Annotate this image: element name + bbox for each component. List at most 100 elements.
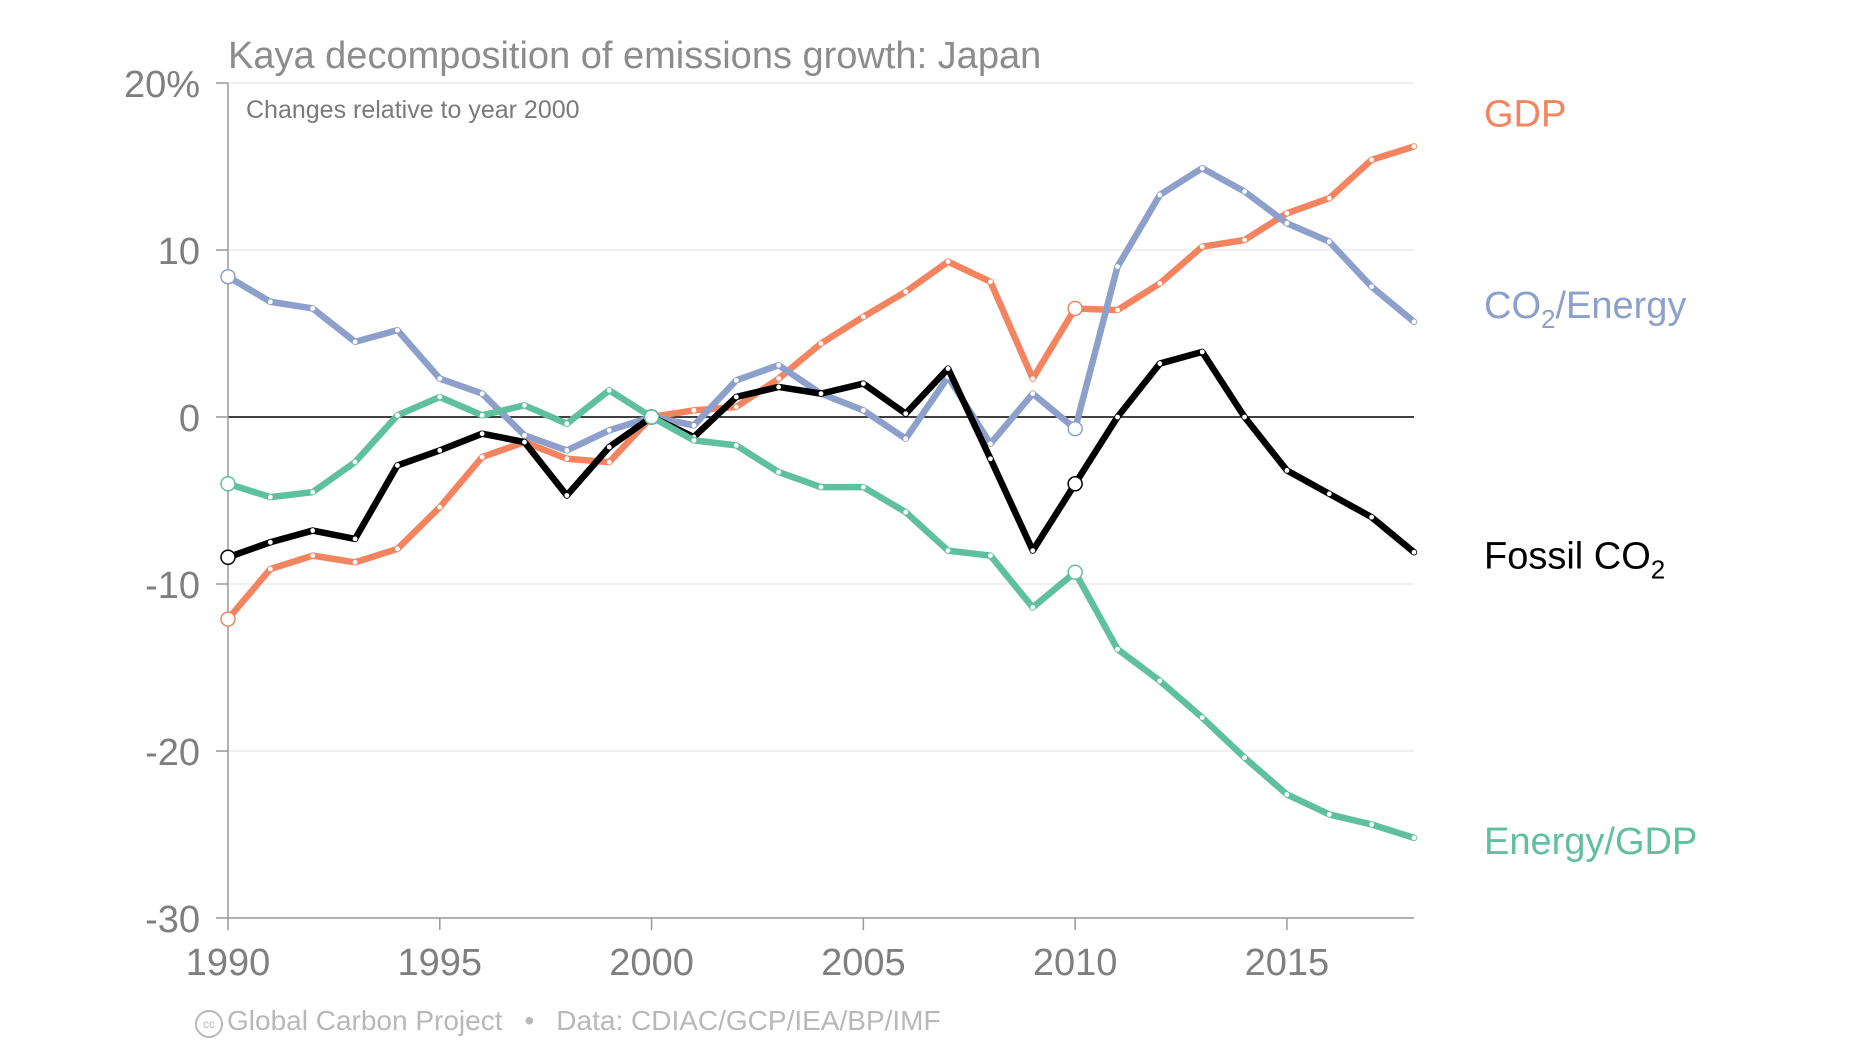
y-tick-label: -20 [145,732,200,774]
data-point-fossil-co2 [1411,549,1417,555]
data-point-fossil-co2 [395,463,400,468]
data-point-energy-gdp [395,412,400,418]
data-point-gdp [733,404,739,410]
data-point-energy-gdp [860,484,866,490]
series-gdp [220,143,1418,627]
data-point-fossil-co2 [733,394,739,400]
series-label-fossil-co2: Fossil CO2 [1484,535,1665,584]
series-label-energy-gdp: Energy/GDP [1484,821,1697,863]
series-label-co2-energy: CO2/Energy [1484,285,1686,334]
data-point-co2-energy [1157,192,1163,198]
series-fossil-co2 [220,348,1418,566]
data-point-fossil-co2 [1284,468,1290,473]
data-point-gdp [945,259,951,265]
series-label-sub: 2 [1541,304,1555,334]
data-point-energy-gdp [1369,822,1375,827]
x-tick-label: 2015 [1245,942,1330,984]
x-tick-label: 1990 [186,942,271,984]
data-point-fossil-co2 [267,539,273,545]
y-tick-label: -10 [145,565,200,607]
data-point-energy-gdp [988,553,993,559]
data-point-energy-gdp [352,459,358,465]
data-point-energy-gdp [1067,564,1083,581]
data-point-energy-gdp [220,476,236,492]
data-point-gdp [310,553,316,559]
data-point-co2-energy [1030,391,1036,397]
series-label-sub: 2 [1651,554,1665,584]
x-tick-label: 2005 [821,942,906,984]
data-point-energy-gdp [1411,835,1417,841]
chart-subtitle: Changes relative to year 2000 [246,96,580,124]
data-point-gdp [395,546,400,552]
data-point-gdp [1067,300,1083,317]
data-point-gdp [606,459,612,465]
data-point-co2-energy [479,391,485,397]
data-point-energy-gdp [903,509,909,515]
data-point-co2-energy [691,422,697,428]
data-point-energy-gdp [945,548,951,553]
data-point-co2-energy [352,339,358,345]
data-point-fossil-co2 [220,549,236,566]
data-point-energy-gdp [776,469,782,475]
data-point-co2-energy [1284,220,1290,226]
data-point-fossil-co2 [988,456,993,462]
series-label-main: Energy/GDP [1484,821,1697,863]
data-point-gdp [1199,244,1205,250]
data-point-gdp [220,611,236,627]
data-point-co2-energy [1067,420,1083,437]
data-point-co2-energy [903,436,909,442]
data-point-co2-energy [776,362,782,368]
data-point-gdp [352,559,358,565]
data-point-co2-energy [395,327,400,333]
data-point-gdp [1030,376,1036,381]
data-point-gdp [903,289,909,295]
data-point-fossil-co2 [437,448,443,453]
data-point-gdp [1369,157,1375,163]
data-point-co2-energy [310,306,316,311]
grid-layer [228,82,1414,919]
y-tick-label: 10 [158,231,200,273]
data-point-fossil-co2 [1067,476,1083,492]
data-point-energy-gdp [310,489,316,495]
x-tick-label: 2000 [609,942,694,984]
data-point-gdp [1411,144,1417,149]
series-label-after: /Energy [1555,285,1686,327]
y-tick-label: 20% [124,64,200,106]
x-tick-label: 1995 [398,942,483,984]
data-point-gdp [564,456,570,462]
data-point-energy-gdp [1199,715,1205,720]
data-point-fossil-co2 [860,381,866,386]
data-point-co2-energy [1369,284,1375,290]
data-point-co2-energy [733,377,739,383]
series-label-main: Fossil CO [1484,535,1651,577]
data-point-fossil-co2 [606,444,612,450]
data-point-gdp [1284,210,1290,216]
series-line-fossil-co2 [224,348,1418,561]
data-point-gdp [1115,307,1120,313]
data-point-fossil-co2 [1115,414,1120,420]
y-tick-label: -30 [145,899,200,941]
data-point-fossil-co2 [945,366,951,371]
data-point-energy-gdp [479,412,485,418]
data-point-gdp [860,314,866,320]
data-point-co2-energy [220,268,236,285]
data-point-fossil-co2 [1242,414,1247,420]
data-point-fossil-co2 [1030,548,1036,553]
data-point-fossil-co2 [1199,349,1205,355]
series-line-gdp [224,143,1418,623]
data-point-fossil-co2 [903,411,909,417]
data-point-fossil-co2 [522,439,527,445]
x-tick-label: 2010 [1033,942,1118,984]
data-point-gdp [437,504,443,510]
data-point-co2-energy [606,427,612,433]
data-point-gdp [479,454,485,460]
data-point-energy-gdp [1115,646,1120,652]
data-point-co2-energy [1115,264,1120,270]
data-point-energy-gdp [522,402,527,408]
data-point-fossil-co2 [310,528,316,533]
data-point-gdp [1326,195,1332,201]
